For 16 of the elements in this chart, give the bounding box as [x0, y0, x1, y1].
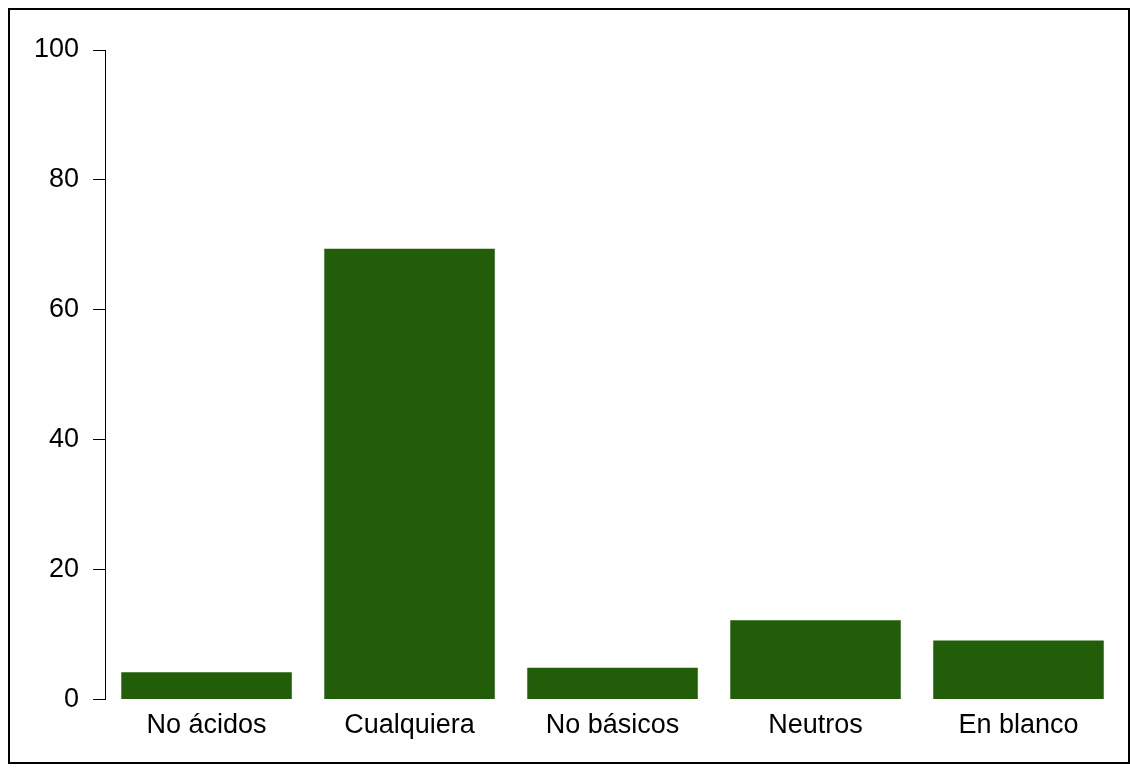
y-tick-label: 20	[49, 553, 80, 584]
bar	[121, 672, 292, 700]
y-tick-label: 0	[64, 683, 80, 714]
y-tick-label: 40	[49, 423, 80, 454]
x-tick-label: Cualquiera	[344, 709, 476, 740]
x-tick-label: No ácidos	[146, 709, 267, 740]
y-tick-label: 100	[33, 33, 80, 64]
bar	[527, 667, 698, 700]
x-tick-label: En blanco	[958, 709, 1079, 740]
x-tick-label: No básicos	[545, 709, 680, 740]
bar	[933, 640, 1104, 700]
bar	[324, 248, 495, 700]
bar	[730, 620, 901, 700]
y-tick-label: 80	[49, 163, 80, 194]
y-tick-label: 60	[49, 293, 80, 324]
x-tick-label: Neutros	[768, 709, 863, 740]
